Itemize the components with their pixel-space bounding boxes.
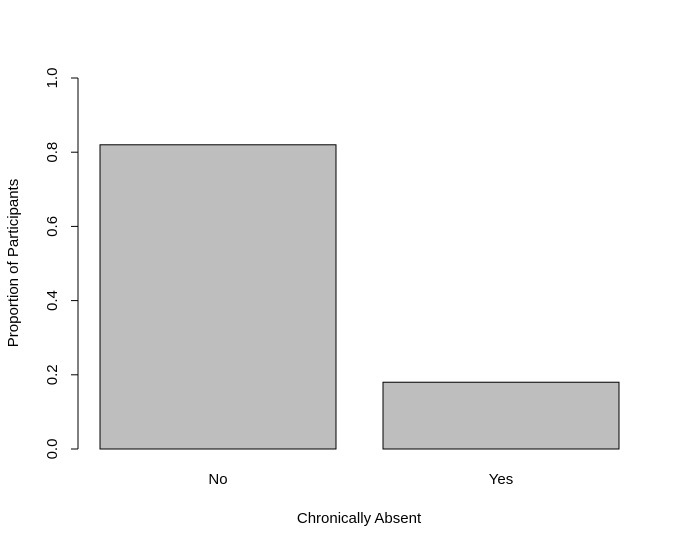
y-tick-label: 0.6 [44, 216, 61, 237]
y-tick-label: 0.8 [44, 142, 61, 163]
x-axis-title: Chronically Absent [297, 510, 422, 527]
x-tick-label: Yes [489, 471, 513, 488]
x-tick-label: No [208, 471, 227, 488]
x-tick-labels: No Yes [208, 471, 513, 488]
bar-yes [382, 381, 620, 450]
bars [99, 144, 620, 450]
y-tick-label: 1.0 [44, 68, 61, 89]
y-tick-label: 0.0 [44, 439, 61, 460]
y-tick-label: 0.4 [44, 290, 61, 311]
bar-no [99, 144, 337, 450]
y-axis-title: Proportion of Participants [5, 179, 22, 347]
y-tick-label: 0.2 [44, 364, 61, 385]
y-axis: 0.0 0.2 0.4 0.6 0.8 1.0 [44, 68, 79, 460]
